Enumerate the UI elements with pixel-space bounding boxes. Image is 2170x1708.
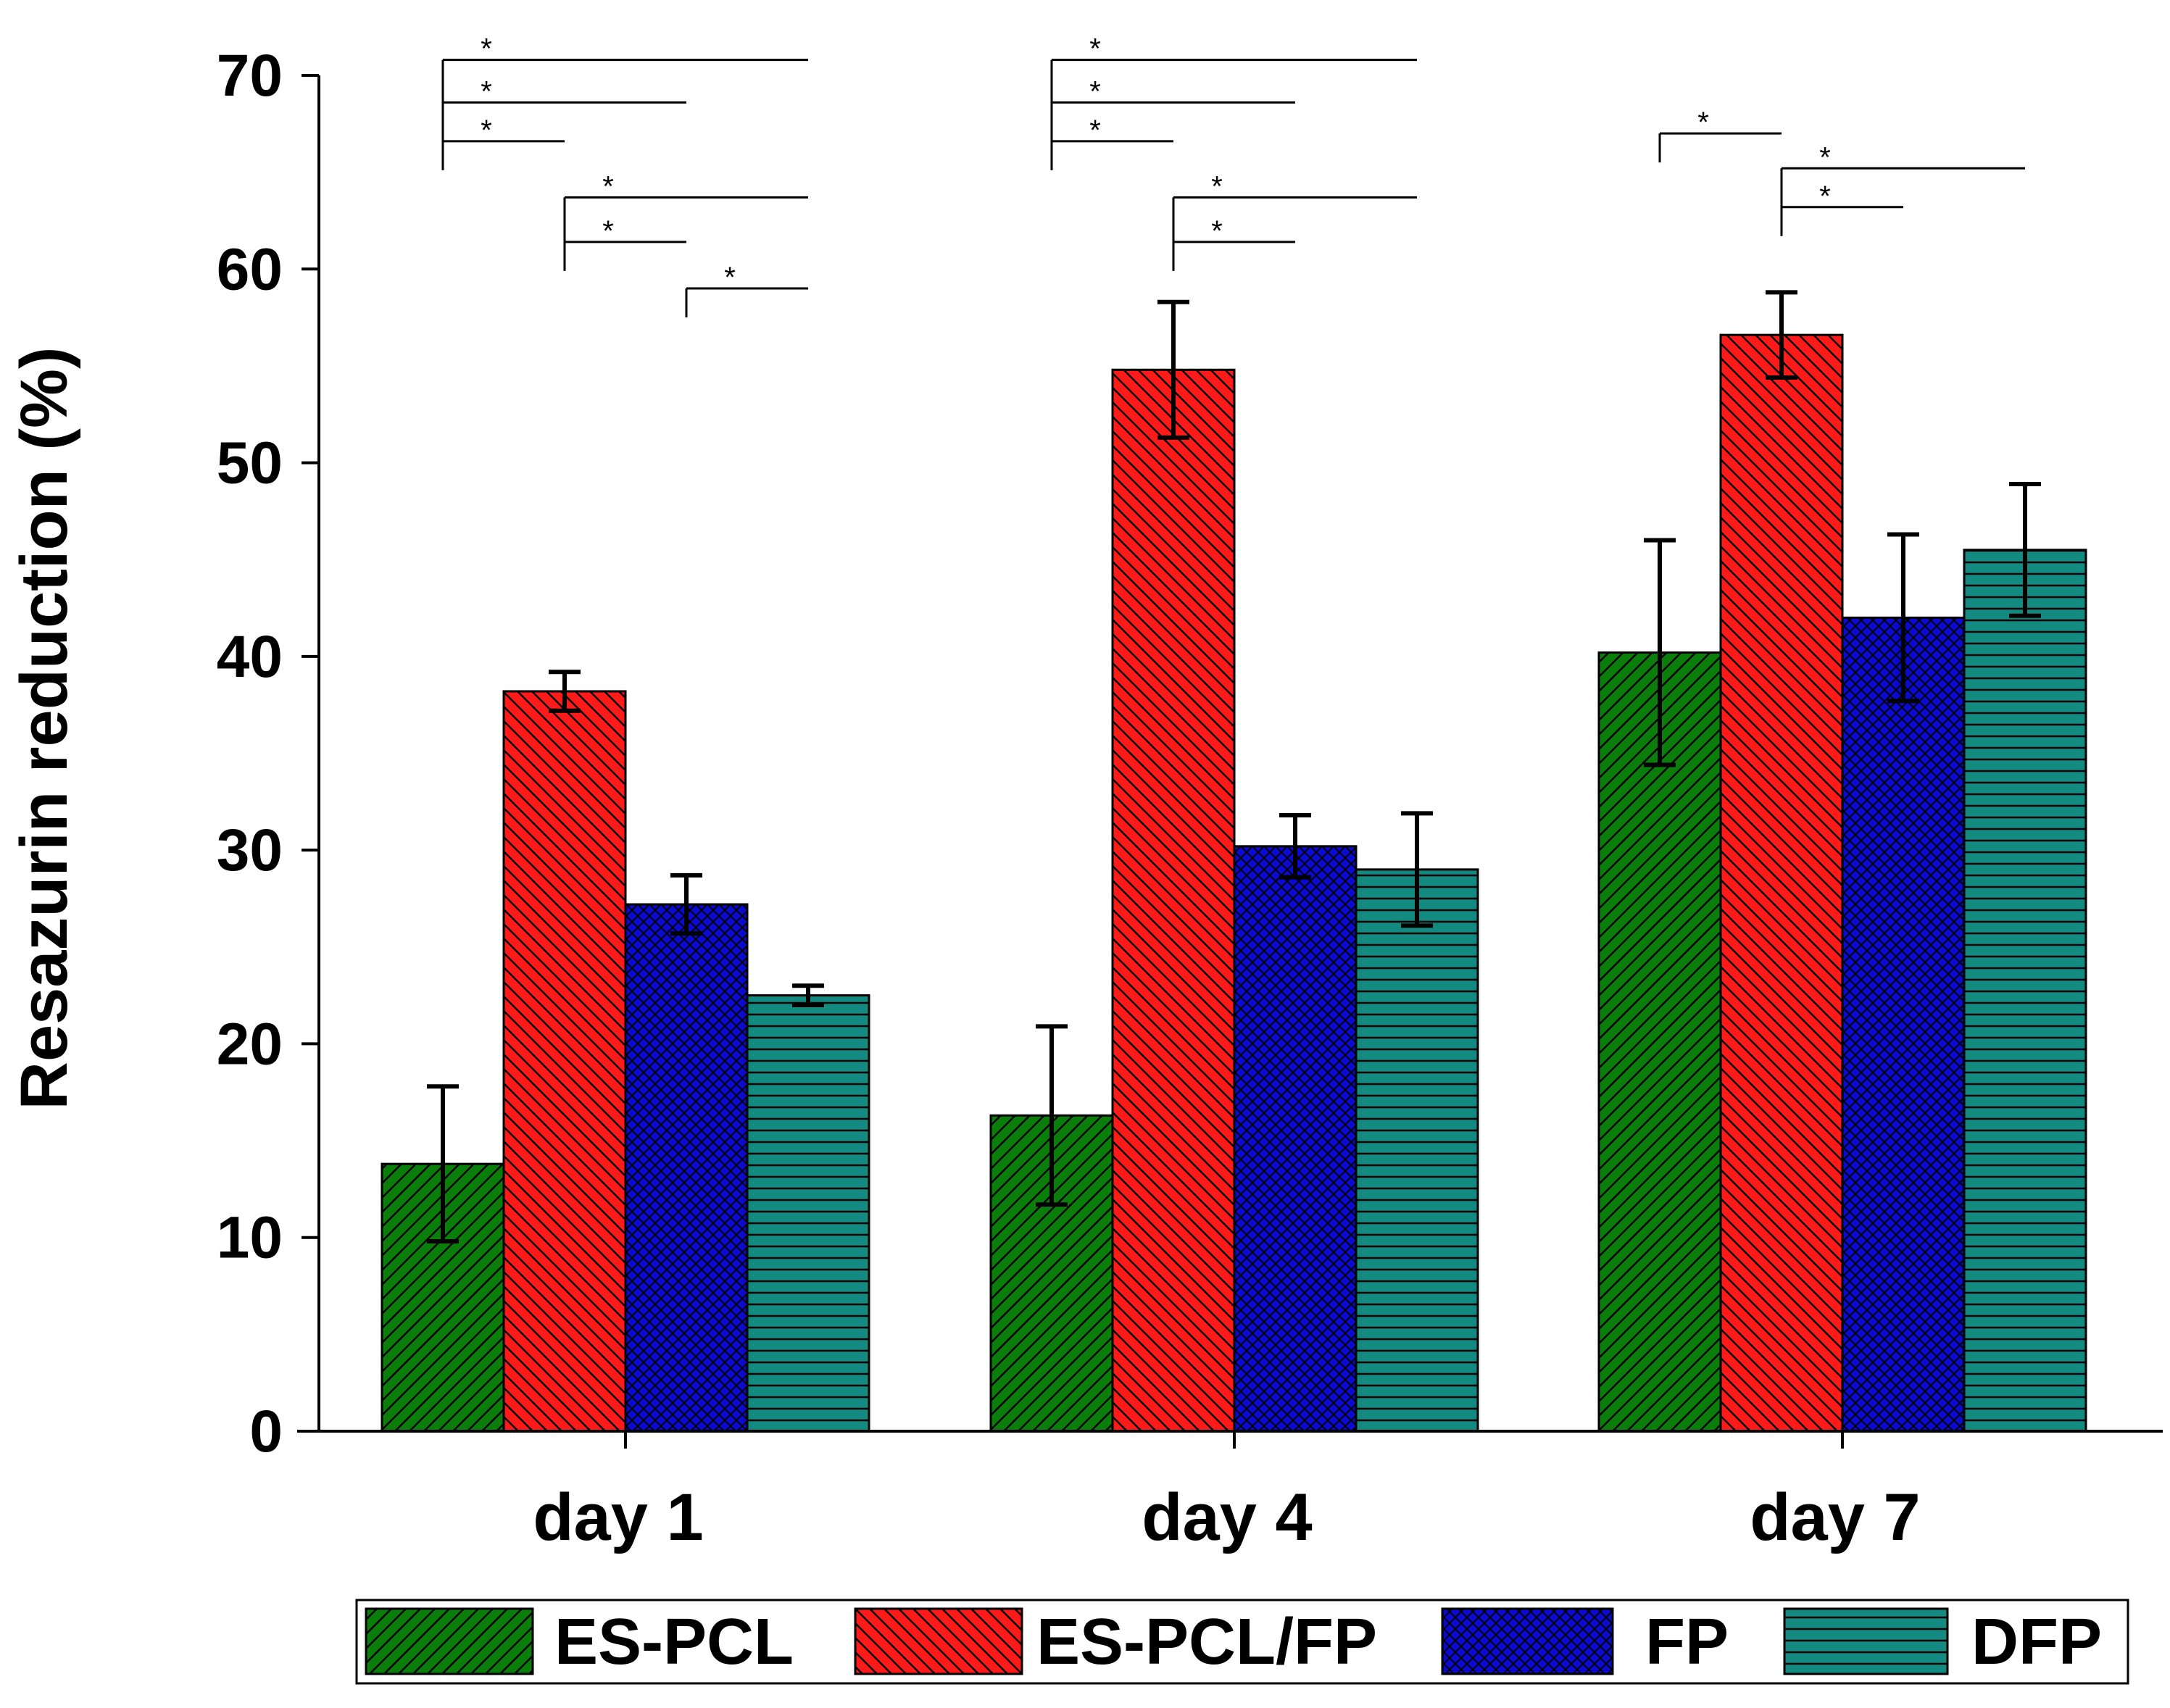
significance-layer: * * * * * * * * * * * * * *: [441, 33, 2025, 318]
y-tick-label: 20: [217, 1011, 283, 1077]
bar-es-pcl-fp-day-4: [1111, 368, 1236, 1433]
legend-swatch-dfp: [1783, 1607, 1949, 1675]
x-tick-label-day-1: day 1: [533, 1480, 703, 1554]
bars-layer: [381, 333, 2087, 1433]
significance-star: *: [602, 215, 614, 247]
error-bar-es-pcl-day-1: [427, 1084, 459, 1244]
error-bar-es-pcl-fp-day-4: [1157, 299, 1189, 440]
significance-star: *: [1211, 170, 1223, 202]
bar-dfp-day-4: [1355, 868, 1479, 1433]
error-bar-fp-day-7: [1887, 532, 1919, 704]
error-bar-dfp-day-1: [792, 983, 824, 1007]
legend-label-es-pcl: ES-PCL: [554, 1606, 794, 1678]
significance-star: *: [1089, 114, 1101, 146]
error-bar-dfp-day-4: [1401, 811, 1433, 928]
significance-bracket: *: [685, 262, 808, 318]
significance-bracket: *: [1172, 170, 1417, 271]
significance-star: *: [724, 262, 736, 293]
y-tick-label: 30: [217, 817, 283, 883]
error-bar-es-pcl-day-4: [1036, 1024, 1068, 1207]
significance-bracket: *: [1052, 114, 1173, 146]
bar-dfp-day-7: [1963, 549, 2087, 1433]
significance-bracket: *: [443, 114, 565, 146]
bar-fp-day-1: [624, 903, 749, 1433]
significance-bracket: *: [563, 170, 808, 271]
y-tick-label: 70: [217, 43, 283, 109]
error-bar-es-pcl-day-7: [1644, 538, 1676, 767]
significance-bracket: *: [1173, 215, 1295, 247]
legend-label-es-pcl-fp: ES-PCL/FP: [1036, 1606, 1377, 1678]
bar-es-pcl-fp-day-1: [502, 690, 627, 1433]
x-tick-label-day-4: day 4: [1142, 1480, 1312, 1554]
y-tick-label: 60: [217, 236, 283, 302]
y-tick-label: 0: [249, 1399, 283, 1465]
legend-swatch-es-pcl-fp: [854, 1607, 1023, 1675]
axes-layer: [297, 75, 2163, 1433]
bar-dfp-day-1: [746, 994, 870, 1433]
bar-es-pcl-fp-day-7: [1719, 333, 1844, 1433]
significance-bracket: *: [1052, 75, 1295, 107]
legend-swatch-es-pcl: [365, 1607, 534, 1675]
legend-item-es-pcl-fp: ES-PCL/FP: [854, 1606, 1377, 1678]
significance-bracket: *: [1050, 33, 1417, 170]
significance-bracket: *: [1780, 141, 2025, 236]
significance-star: *: [1819, 180, 1831, 212]
y-axis-title: Resazurin reduction (%): [7, 346, 81, 1109]
significance-bracket: *: [1658, 107, 1782, 163]
significance-star: *: [481, 75, 492, 107]
significance-bracket: *: [441, 33, 808, 170]
legend-item-dfp: DFP: [1783, 1606, 2102, 1678]
legend-item-fp: FP: [1441, 1606, 1729, 1678]
x-tick-label-day-7: day 7: [1750, 1480, 1920, 1554]
legend-swatch-fp: [1441, 1607, 1614, 1675]
significance-star: *: [1089, 75, 1101, 107]
y-tick-label: 10: [217, 1205, 283, 1271]
error-bar-fp-day-4: [1279, 813, 1311, 880]
y-ticks: 0 10 20 30 40 50 60 70: [217, 43, 319, 1465]
legend-label-dfp: DFP: [1971, 1606, 2102, 1678]
significance-bracket: *: [565, 215, 686, 247]
legend-frame: [355, 1599, 2129, 1685]
significance-star: *: [602, 170, 614, 202]
significance-star: *: [1089, 33, 1101, 65]
legend: ES-PCL ES-PCL/FP FP DFP: [355, 1599, 2129, 1685]
significance-star: *: [481, 114, 492, 146]
significance-bracket: *: [1782, 180, 1903, 212]
x-ticks: day 1 day 4 day 7: [533, 1431, 1921, 1554]
error-bar-es-pcl-fp-day-7: [1766, 290, 1797, 380]
error-bar-fp-day-1: [670, 872, 702, 936]
significance-star: *: [1697, 107, 1709, 138]
significance-star: *: [1211, 215, 1223, 247]
error-bars-layer: [427, 290, 2041, 1244]
legend-label-fp: FP: [1645, 1606, 1729, 1678]
legend-item-es-pcl: ES-PCL: [365, 1606, 794, 1678]
significance-star: *: [1819, 141, 1831, 173]
bar-es-pcl-day-7: [1597, 651, 1722, 1433]
error-bar-dfp-day-7: [2009, 481, 2041, 618]
significance-bracket: *: [443, 75, 686, 107]
y-tick-label: 40: [217, 624, 283, 690]
y-tick-label: 50: [217, 430, 283, 496]
bar-fp-day-7: [1841, 616, 1966, 1433]
bar-fp-day-4: [1233, 845, 1358, 1433]
error-bar-es-pcl-fp-day-1: [549, 670, 581, 713]
significance-star: *: [481, 33, 492, 65]
